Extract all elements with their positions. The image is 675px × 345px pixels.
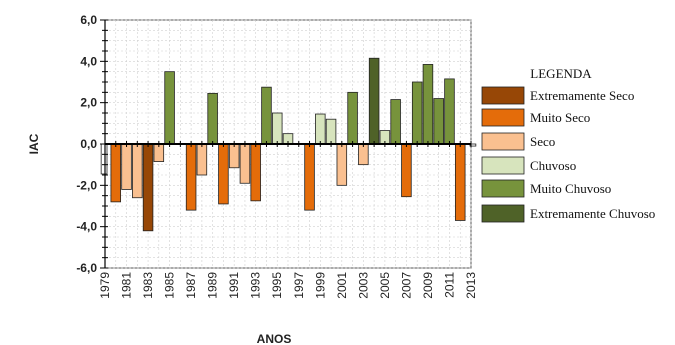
x-tick-label: 2003 — [356, 272, 370, 299]
legend-label: Extremamente Chuvoso — [530, 206, 655, 221]
legend-label: Muito Seco — [530, 110, 590, 125]
legend-swatch — [481, 156, 525, 175]
y-tick-label: -2,0 — [76, 178, 97, 192]
x-tick-label: 1987 — [184, 272, 198, 299]
x-tick-label: 2005 — [378, 272, 392, 299]
legend-label: Chuvoso — [530, 158, 576, 173]
legend-label: Muito Chuvoso — [530, 181, 611, 196]
bar-2007 — [401, 143, 412, 198]
bars-group — [100, 57, 477, 232]
legend-title: LEGENDA — [530, 66, 592, 81]
bar-2012 — [454, 143, 466, 221]
bar-1999 — [315, 113, 326, 145]
bar-2010 — [433, 98, 444, 145]
legend: LEGENDA Extremamente Seco Muito Seco Seco C… — [481, 66, 655, 223]
bar-2009 — [422, 64, 434, 145]
legend-swatch — [481, 86, 525, 105]
legend-swatch — [481, 204, 525, 223]
x-tick-label: 1979 — [98, 272, 112, 299]
legend-label: Seco — [530, 134, 555, 149]
bar-2001 — [336, 143, 348, 186]
y-tick-label: 6,0 — [80, 13, 97, 27]
bar-1994 — [261, 86, 272, 145]
x-tick-label: 1993 — [249, 272, 263, 299]
x-tick-labels: 1979 1981 1983 1985 1987 1989 1991 1993 1995 1997… — [98, 272, 478, 299]
bar-2013 — [469, 143, 477, 147]
bar-1989 — [207, 92, 218, 145]
y-tick-label: 0,0 — [80, 137, 97, 151]
x-tick-label: 1989 — [206, 272, 220, 299]
bar-1991 — [228, 143, 240, 169]
bar-2003 — [358, 143, 369, 166]
y-axis-title: IAC — [27, 133, 41, 154]
bar-1980 — [110, 143, 122, 203]
bar-2004 — [368, 57, 380, 145]
x-tick-label: 2007 — [399, 272, 413, 299]
bar-2011 — [444, 78, 455, 145]
bar-1992 — [239, 143, 251, 184]
x-tick-label: 1999 — [313, 272, 327, 299]
legend-label: Extremamente Seco — [530, 88, 634, 103]
legend-swatch — [481, 179, 525, 198]
bar-1985 — [164, 71, 175, 145]
axes-group — [100, 19, 472, 269]
y-tick-label: -6,0 — [76, 261, 97, 275]
y-tick-labels: 6,0 4,0 2,0 0,0 -2,0 -4,0 -6,0 — [76, 13, 97, 275]
y-tick-label: -4,0 — [76, 220, 97, 234]
legend-swatch — [481, 132, 525, 151]
bar-1981 — [121, 143, 132, 190]
bar-1990 — [218, 143, 229, 205]
x-tick-label: 1981 — [120, 272, 134, 299]
bar-1995 — [271, 112, 283, 145]
bar-1979 — [100, 143, 108, 175]
bar-1982 — [132, 143, 143, 199]
x-tick-label: 1995 — [270, 272, 284, 299]
y-tick-label: 2,0 — [80, 96, 97, 110]
x-tick-label: 1997 — [292, 272, 306, 299]
x-tick-label: 1985 — [163, 272, 177, 299]
x-tick-label: 2013 — [464, 272, 478, 299]
x-tick-label: 1991 — [227, 272, 241, 299]
bar-1998 — [304, 143, 315, 211]
bar-1983 — [142, 143, 154, 232]
bar-2002 — [347, 91, 358, 145]
bar-2000 — [325, 118, 337, 145]
x-tick-label: 2009 — [421, 272, 435, 299]
bar-1988 — [196, 143, 208, 176]
legend-swatch — [481, 108, 525, 127]
y-tick-label: 4,0 — [80, 54, 97, 68]
bar-1987 — [185, 143, 197, 211]
bar-2008 — [411, 81, 423, 145]
x-axis-title: ANOS — [257, 332, 292, 345]
bar-2006 — [390, 99, 401, 145]
x-tick-label: 2001 — [335, 272, 349, 299]
x-tick-label: 2011 — [442, 272, 456, 298]
x-tick-label: 1983 — [141, 272, 155, 299]
bar-1993 — [250, 143, 261, 202]
